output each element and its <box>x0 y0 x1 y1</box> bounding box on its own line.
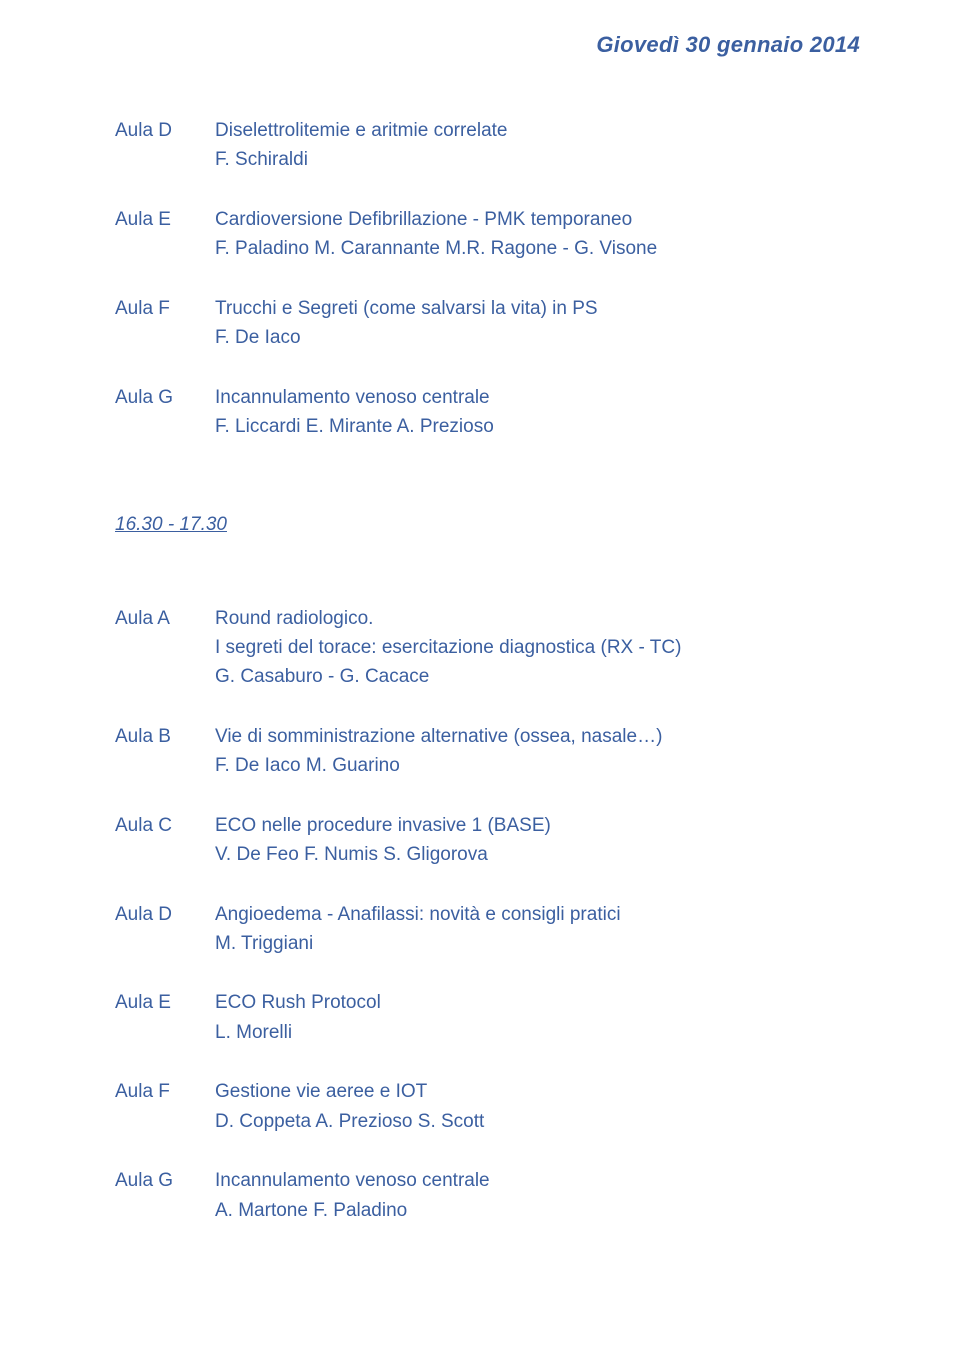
entry-speakers: F. Liccardi E. Mirante A. Prezioso <box>215 412 860 441</box>
entry-body: Incannulamento venoso centrale A. Marton… <box>215 1166 860 1225</box>
entry-title: Vie di somministrazione alternative (oss… <box>215 722 860 751</box>
entry-speakers: F. Schiraldi <box>215 145 860 174</box>
schedule-entry: Aula G Incannulamento venoso centrale F.… <box>115 383 860 442</box>
time-divider: 16.30 - 17.30 <box>115 514 860 536</box>
entry-speakers: L. Morelli <box>215 1018 860 1047</box>
entry-body: Trucchi e Segreti (come salvarsi la vita… <box>215 294 860 353</box>
entry-body: Angioedema - Anafilassi: novità e consig… <box>215 900 860 959</box>
room-label: Aula G <box>115 383 215 412</box>
schedule-entry: Aula E ECO Rush Protocol L. Morelli <box>115 988 860 1047</box>
entry-speakers: D. Coppeta A. Prezioso S. Scott <box>215 1107 860 1136</box>
entry-title: Diselettrolitemie e aritmie correlate <box>215 116 860 145</box>
entry-title: ECO nelle procedure invasive 1 (BASE) <box>215 811 860 840</box>
schedule-entry: Aula C ECO nelle procedure invasive 1 (B… <box>115 811 860 870</box>
entry-subtitle: I segreti del torace: esercitazione diag… <box>215 633 860 662</box>
page-date-header: Giovedì 30 gennaio 2014 <box>115 32 860 58</box>
room-label: Aula D <box>115 900 215 929</box>
entry-speakers: F. De Iaco <box>215 323 860 352</box>
room-label: Aula G <box>115 1166 215 1195</box>
entry-title: Trucchi e Segreti (come salvarsi la vita… <box>215 294 860 323</box>
entry-speakers: F. De Iaco M. Guarino <box>215 751 860 780</box>
entry-body: Incannulamento venoso centrale F. Liccar… <box>215 383 860 442</box>
schedule-entry: Aula F Gestione vie aeree e IOT D. Coppe… <box>115 1077 860 1136</box>
room-label: Aula E <box>115 205 215 234</box>
schedule-entry: Aula B Vie di somministrazione alternati… <box>115 722 860 781</box>
room-label: Aula D <box>115 116 215 145</box>
entry-title: Gestione vie aeree e IOT <box>215 1077 860 1106</box>
schedule-entry: Aula E Cardioversione Defibrillazione - … <box>115 205 860 264</box>
entry-speakers: M. Triggiani <box>215 929 860 958</box>
entry-speakers: A. Martone F. Paladino <box>215 1196 860 1225</box>
entry-body: ECO nelle procedure invasive 1 (BASE) V.… <box>215 811 860 870</box>
entry-title: Incannulamento venoso centrale <box>215 383 860 412</box>
room-label: Aula E <box>115 988 215 1017</box>
entry-body: Vie di somministrazione alternative (oss… <box>215 722 860 781</box>
room-label: Aula C <box>115 811 215 840</box>
entry-title: Round radiologico. <box>215 604 860 633</box>
page: Giovedì 30 gennaio 2014 Aula D Diselettr… <box>0 0 960 1351</box>
schedule-entry: Aula F Trucchi e Segreti (come salvarsi … <box>115 294 860 353</box>
schedule-entry: Aula A Round radiologico. I segreti del … <box>115 604 860 692</box>
entry-body: Diselettrolitemie e aritmie correlate F.… <box>215 116 860 175</box>
entry-speakers: V. De Feo F. Numis S. Gligorova <box>215 840 860 869</box>
schedule-entry: Aula D Angioedema - Anafilassi: novità e… <box>115 900 860 959</box>
room-label: Aula B <box>115 722 215 751</box>
entry-speakers: G. Casaburo - G. Cacace <box>215 662 860 691</box>
room-label: Aula F <box>115 1077 215 1106</box>
entry-title: Angioedema - Anafilassi: novità e consig… <box>215 900 860 929</box>
entry-body: Gestione vie aeree e IOT D. Coppeta A. P… <box>215 1077 860 1136</box>
schedule-entry: Aula D Diselettrolitemie e aritmie corre… <box>115 116 860 175</box>
entry-body: Cardioversione Defibrillazione - PMK tem… <box>215 205 860 264</box>
entry-speakers: F. Paladino M. Carannante M.R. Ragone - … <box>215 234 860 263</box>
room-label: Aula F <box>115 294 215 323</box>
entry-title: Incannulamento venoso centrale <box>215 1166 860 1195</box>
room-label: Aula A <box>115 604 215 633</box>
schedule-entry: Aula G Incannulamento venoso centrale A.… <box>115 1166 860 1225</box>
entry-body: ECO Rush Protocol L. Morelli <box>215 988 860 1047</box>
entry-title: ECO Rush Protocol <box>215 988 860 1017</box>
entry-body: Round radiologico. I segreti del torace:… <box>215 604 860 692</box>
entry-title: Cardioversione Defibrillazione - PMK tem… <box>215 205 860 234</box>
